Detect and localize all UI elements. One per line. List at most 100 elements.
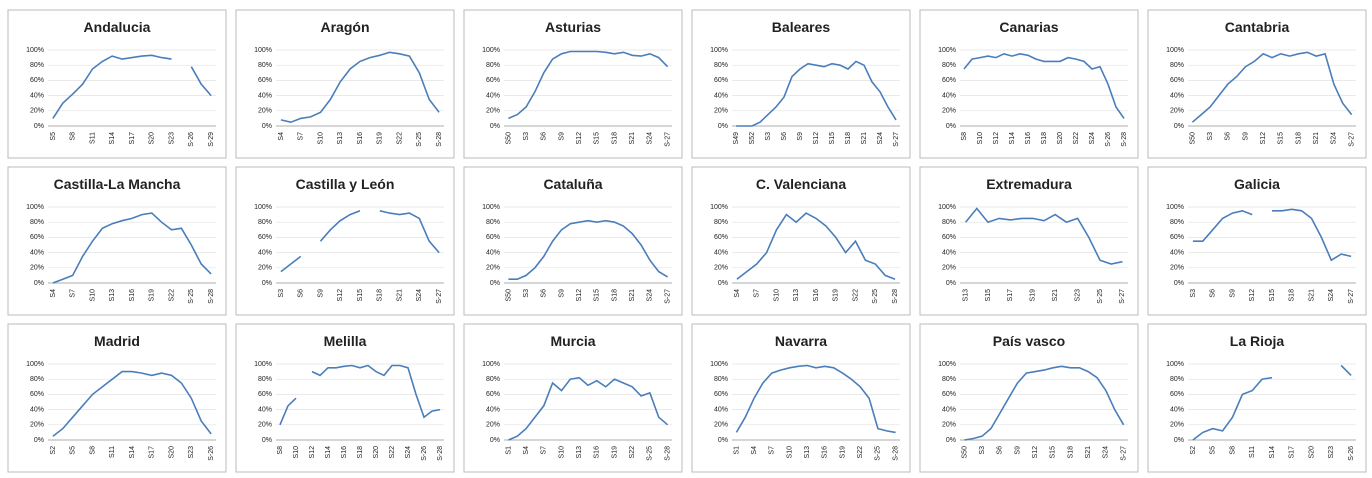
chart-title: Madrid [94, 333, 140, 349]
panel [919, 323, 1139, 473]
x-tick-label: S18 [1041, 132, 1048, 145]
x-tick-label: S6 [1210, 289, 1217, 298]
y-tick-label: 80% [942, 376, 956, 383]
y-tick-label: 0% [946, 437, 956, 444]
x-tick-label: S11 [109, 446, 116, 458]
x-tick-label: S22 [389, 446, 396, 459]
x-tick-label: S10 [977, 132, 984, 145]
y-tick-label: 60% [942, 391, 956, 398]
x-tick-label: S13 [109, 289, 116, 302]
x-tick-label: S10 [558, 446, 565, 459]
x-tick-label: S-28 [664, 446, 671, 461]
y-tick-label: 100% [254, 361, 272, 368]
y-tick-label: 80% [942, 219, 956, 226]
x-tick-label: S-28 [208, 289, 215, 304]
x-tick-label: S20 [1057, 132, 1064, 145]
x-tick-label: S19 [839, 446, 846, 459]
x-tick-label: S9 [558, 289, 565, 298]
y-tick-label: 100% [938, 47, 956, 54]
x-tick-label: S21 [1052, 289, 1059, 302]
x-tick-label: S2 [50, 446, 57, 455]
x-tick-label: S5 [70, 446, 77, 455]
x-tick-label: S19 [149, 289, 156, 302]
y-tick-label: 40% [714, 92, 728, 99]
x-tick-label: S3 [765, 132, 772, 141]
x-tick-label: S-28 [436, 132, 443, 147]
y-tick-label: 80% [30, 62, 44, 69]
x-tick-label: S24 [405, 446, 412, 459]
y-tick-label: 60% [486, 234, 500, 241]
x-tick-label: S17 [129, 132, 136, 145]
x-tick-label: S18 [1067, 446, 1074, 459]
y-tick-label: 20% [942, 108, 956, 115]
y-tick-label: 0% [718, 280, 728, 287]
x-tick-label: S-26 [421, 446, 428, 461]
y-tick-label: 20% [258, 108, 272, 115]
x-tick-label: S12 [576, 289, 583, 302]
chart-title: Extremadura [986, 176, 1072, 192]
panel [1147, 166, 1367, 316]
chart-title: Asturias [545, 19, 601, 35]
x-tick-label: S24 [877, 132, 884, 145]
y-tick-label: 80% [942, 62, 956, 69]
y-tick-label: 40% [30, 92, 44, 99]
x-tick-label: S50 [1189, 132, 1196, 145]
y-tick-label: 60% [942, 77, 956, 84]
x-tick-label: S10 [786, 446, 793, 459]
x-tick-label: S-25 [1097, 289, 1104, 304]
x-tick-label: S4 [278, 132, 285, 141]
y-tick-label: 40% [30, 406, 44, 413]
x-tick-label: S19 [611, 446, 618, 459]
chart-title: Melilla [324, 333, 367, 349]
x-tick-label: S52 [749, 132, 756, 145]
x-tick-label: S23 [1074, 289, 1081, 302]
y-tick-label: 100% [482, 361, 500, 368]
x-tick-label: S9 [1014, 446, 1021, 455]
x-tick-label: S18 [611, 289, 618, 302]
x-tick-label: S14 [1269, 446, 1276, 459]
x-tick-label: S13 [962, 289, 969, 302]
y-tick-label: 20% [30, 422, 44, 429]
x-tick-label: S10 [773, 289, 780, 302]
x-tick-label: S18 [845, 132, 852, 145]
y-tick-label: 40% [714, 406, 728, 413]
x-tick-label: S-27 [664, 289, 671, 304]
y-tick-label: 80% [1170, 376, 1184, 383]
x-tick-label: S11 [1249, 446, 1256, 458]
x-tick-label: S9 [797, 132, 804, 141]
x-tick-label: S5 [1210, 446, 1217, 455]
x-tick-label: S9 [317, 289, 324, 298]
x-tick-label: S18 [1295, 132, 1302, 145]
x-tick-label: S7 [298, 132, 305, 141]
x-tick-label: S8 [961, 132, 968, 141]
x-tick-label: S-25 [416, 132, 423, 147]
y-tick-label: 60% [1170, 234, 1184, 241]
y-tick-label: 40% [714, 249, 728, 256]
panel [463, 166, 683, 316]
y-tick-label: 20% [486, 422, 500, 429]
panel [235, 9, 455, 159]
y-tick-label: 0% [946, 123, 956, 130]
x-tick-label: S21 [1308, 289, 1315, 302]
x-tick-label: S24 [1331, 132, 1338, 145]
chart-title: Cantabria [1225, 19, 1290, 35]
chart-title: Galicia [1234, 176, 1280, 192]
y-tick-label: 20% [714, 265, 728, 272]
x-tick-label: S-27 [1120, 446, 1127, 461]
y-tick-label: 40% [258, 249, 272, 256]
y-tick-label: 80% [258, 376, 272, 383]
data-line [964, 207, 1123, 265]
data-line [735, 364, 896, 434]
y-tick-label: 80% [30, 219, 44, 226]
x-tick-label: S18 [611, 132, 618, 145]
x-tick-label: S22 [629, 446, 636, 459]
y-tick-label: 0% [34, 123, 44, 130]
x-tick-label: S3 [523, 132, 530, 141]
x-tick-label: S9 [558, 132, 565, 141]
x-tick-label: S20 [1308, 446, 1315, 459]
x-tick-label: S50 [505, 289, 512, 302]
x-tick-label: S16 [129, 289, 136, 302]
x-tick-label: S14 [129, 446, 136, 459]
x-tick-label: S-26 [208, 446, 215, 461]
y-tick-label: 0% [262, 280, 272, 287]
